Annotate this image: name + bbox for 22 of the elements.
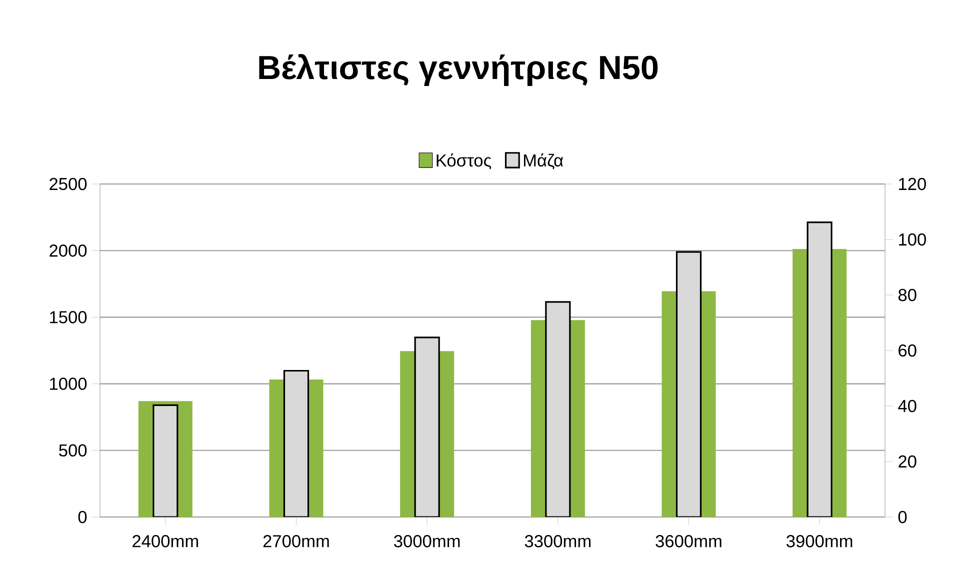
y2-tick-label: 120 <box>899 178 926 190</box>
x-tick-label: 3600mm <box>656 535 722 548</box>
y2-tick-label: 100 <box>899 233 926 246</box>
y2-tick-label: 60 <box>898 344 916 357</box>
x-tick-label: 3000mm <box>394 535 460 548</box>
y-tick-label: 1000 <box>50 378 87 390</box>
y-tick-label: 2000 <box>50 244 87 257</box>
x-tick-label: 3300mm <box>524 535 590 548</box>
x-tick-label: 2400mm <box>132 535 198 548</box>
y-tick-label: 2500 <box>50 178 87 190</box>
y-tick-label: 500 <box>59 444 87 457</box>
y2-tick-label: 0 <box>898 510 907 524</box>
x-tick-label: 2700mm <box>263 535 329 548</box>
legend-label: Μάζα <box>524 153 564 170</box>
y2-tick-label: 20 <box>898 455 916 468</box>
y2-tick-label: 80 <box>898 288 916 302</box>
chart-title: Βέλτιστες γεννήτριες N50 <box>259 54 658 86</box>
x-tick-label: 3900mm <box>786 535 852 548</box>
y-tick-label: 0 <box>78 510 87 524</box>
y-tick-label: 1500 <box>50 311 87 324</box>
legend-label: Κόστος <box>436 153 492 170</box>
y2-tick-label: 40 <box>898 400 916 412</box>
